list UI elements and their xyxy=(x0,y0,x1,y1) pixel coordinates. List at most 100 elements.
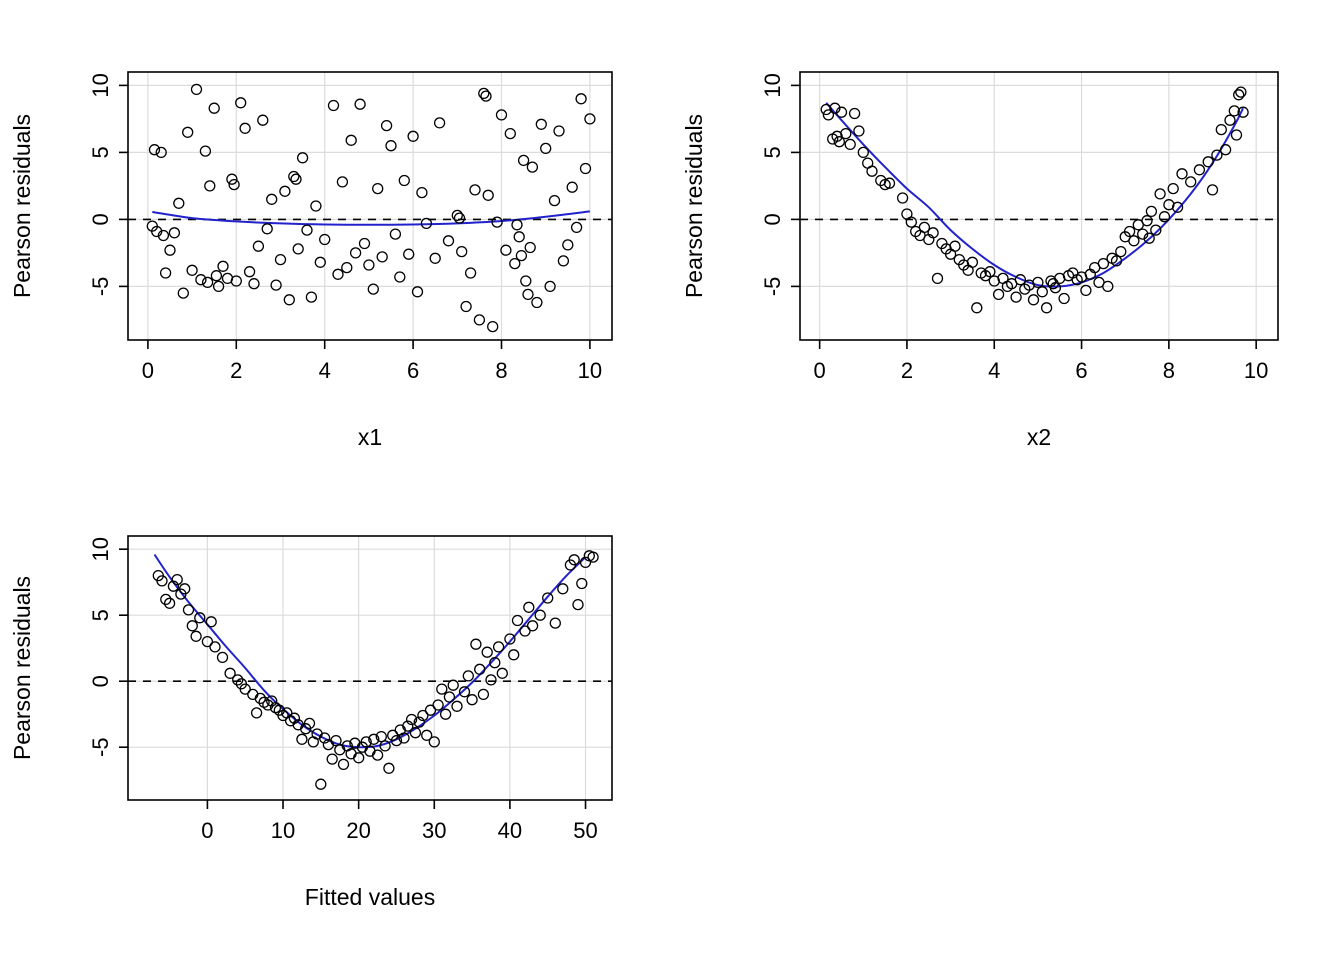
data-point xyxy=(318,732,331,744)
data-point xyxy=(500,244,512,256)
x-tick-label: 20 xyxy=(346,818,370,843)
data-point xyxy=(292,243,304,255)
x-tick-label: 8 xyxy=(495,358,507,383)
data-point xyxy=(319,233,331,246)
data-point xyxy=(194,612,206,624)
data-point xyxy=(480,90,492,102)
y-tick-label: 0 xyxy=(760,213,785,225)
data-point xyxy=(844,138,856,151)
x-axis-label: x1 xyxy=(358,424,382,450)
x-tick-label: 0 xyxy=(814,358,826,383)
data-point xyxy=(402,720,414,732)
empty-panel xyxy=(672,480,1344,960)
x-tick-label: 2 xyxy=(901,358,913,383)
data-point xyxy=(290,173,302,185)
data-point xyxy=(568,554,580,566)
y-tick-label: 5 xyxy=(88,609,113,621)
panel-fitted-values: 0 10 20 30 40 50 -5 0 5 10 Fitted values Pearson re… xyxy=(0,480,672,960)
data-point xyxy=(385,140,397,152)
data-point xyxy=(1224,114,1236,126)
data-point xyxy=(186,620,198,632)
data-point xyxy=(579,162,592,175)
y-tick-label: 10 xyxy=(760,73,785,97)
data-point xyxy=(879,178,891,191)
data-point xyxy=(451,700,463,712)
y-tick-label: 0 xyxy=(88,213,113,225)
data-point xyxy=(345,134,357,146)
data-point xyxy=(239,122,251,134)
data-point xyxy=(171,573,183,586)
data-point xyxy=(1228,105,1240,117)
data-point xyxy=(462,670,474,682)
data-point xyxy=(341,261,353,274)
y-tick-label: 5 xyxy=(88,146,113,158)
data-point xyxy=(829,102,841,114)
data-point xyxy=(376,251,388,263)
data-point xyxy=(495,109,508,121)
data-point xyxy=(481,646,493,658)
data-point xyxy=(201,276,214,289)
x-tick-label: 50 xyxy=(573,818,597,843)
data-point xyxy=(257,114,269,126)
data-point xyxy=(482,189,494,201)
data-point xyxy=(389,228,402,240)
data-point xyxy=(228,178,240,191)
data-point xyxy=(432,699,444,711)
y-axis-label: Pearson residuals xyxy=(9,576,35,760)
data-point xyxy=(279,185,291,197)
x-tick-label: 10 xyxy=(1244,358,1268,383)
data-point xyxy=(822,109,835,121)
data-point xyxy=(390,734,403,747)
data-point xyxy=(971,302,983,314)
data-point xyxy=(209,641,221,653)
data-point xyxy=(570,221,583,234)
data-point xyxy=(1167,182,1179,195)
data-point xyxy=(1211,149,1223,161)
x-tick-label: 10 xyxy=(578,358,602,383)
data-point xyxy=(398,174,410,187)
data-point xyxy=(168,227,181,239)
x-tick-label: 4 xyxy=(988,358,1000,383)
data-point xyxy=(1185,176,1197,188)
x-tick-label: 8 xyxy=(1163,358,1175,383)
plot-box xyxy=(127,71,613,341)
smooth-curve xyxy=(152,210,591,226)
data-point xyxy=(367,283,379,295)
data-point xyxy=(549,617,561,629)
data-point xyxy=(288,712,301,724)
data-point xyxy=(182,604,195,616)
data-point xyxy=(883,177,896,189)
data-point xyxy=(216,651,229,664)
data-point xyxy=(407,130,419,142)
data-point xyxy=(1202,156,1214,168)
data-point xyxy=(576,577,588,590)
data-point xyxy=(428,736,440,748)
data-point xyxy=(517,154,530,167)
data-point xyxy=(179,583,191,595)
data-point xyxy=(1219,144,1232,156)
data-point xyxy=(1150,224,1162,236)
data-point xyxy=(405,713,418,726)
data-point xyxy=(511,219,523,231)
data-point xyxy=(436,683,448,695)
data-point xyxy=(487,320,499,333)
data-point xyxy=(515,249,528,262)
data-point xyxy=(544,280,556,293)
data-point xyxy=(1040,302,1053,314)
data-point xyxy=(1058,292,1070,305)
data-point xyxy=(217,260,229,272)
data-point xyxy=(927,227,939,239)
data-point xyxy=(905,216,917,228)
data-point xyxy=(314,256,326,268)
data-point xyxy=(310,200,322,212)
panel-x1: 0 2 4 6 8 10 -5 0 5 10 x1 Pearson residuals xyxy=(0,0,672,480)
x-tick-label: 0 xyxy=(142,358,154,383)
data-point xyxy=(1171,201,1184,213)
data-point xyxy=(332,268,344,280)
data-point xyxy=(371,749,384,761)
data-point xyxy=(1154,188,1166,200)
data-point xyxy=(439,708,452,720)
data-point xyxy=(210,270,223,282)
data-point xyxy=(513,231,525,243)
